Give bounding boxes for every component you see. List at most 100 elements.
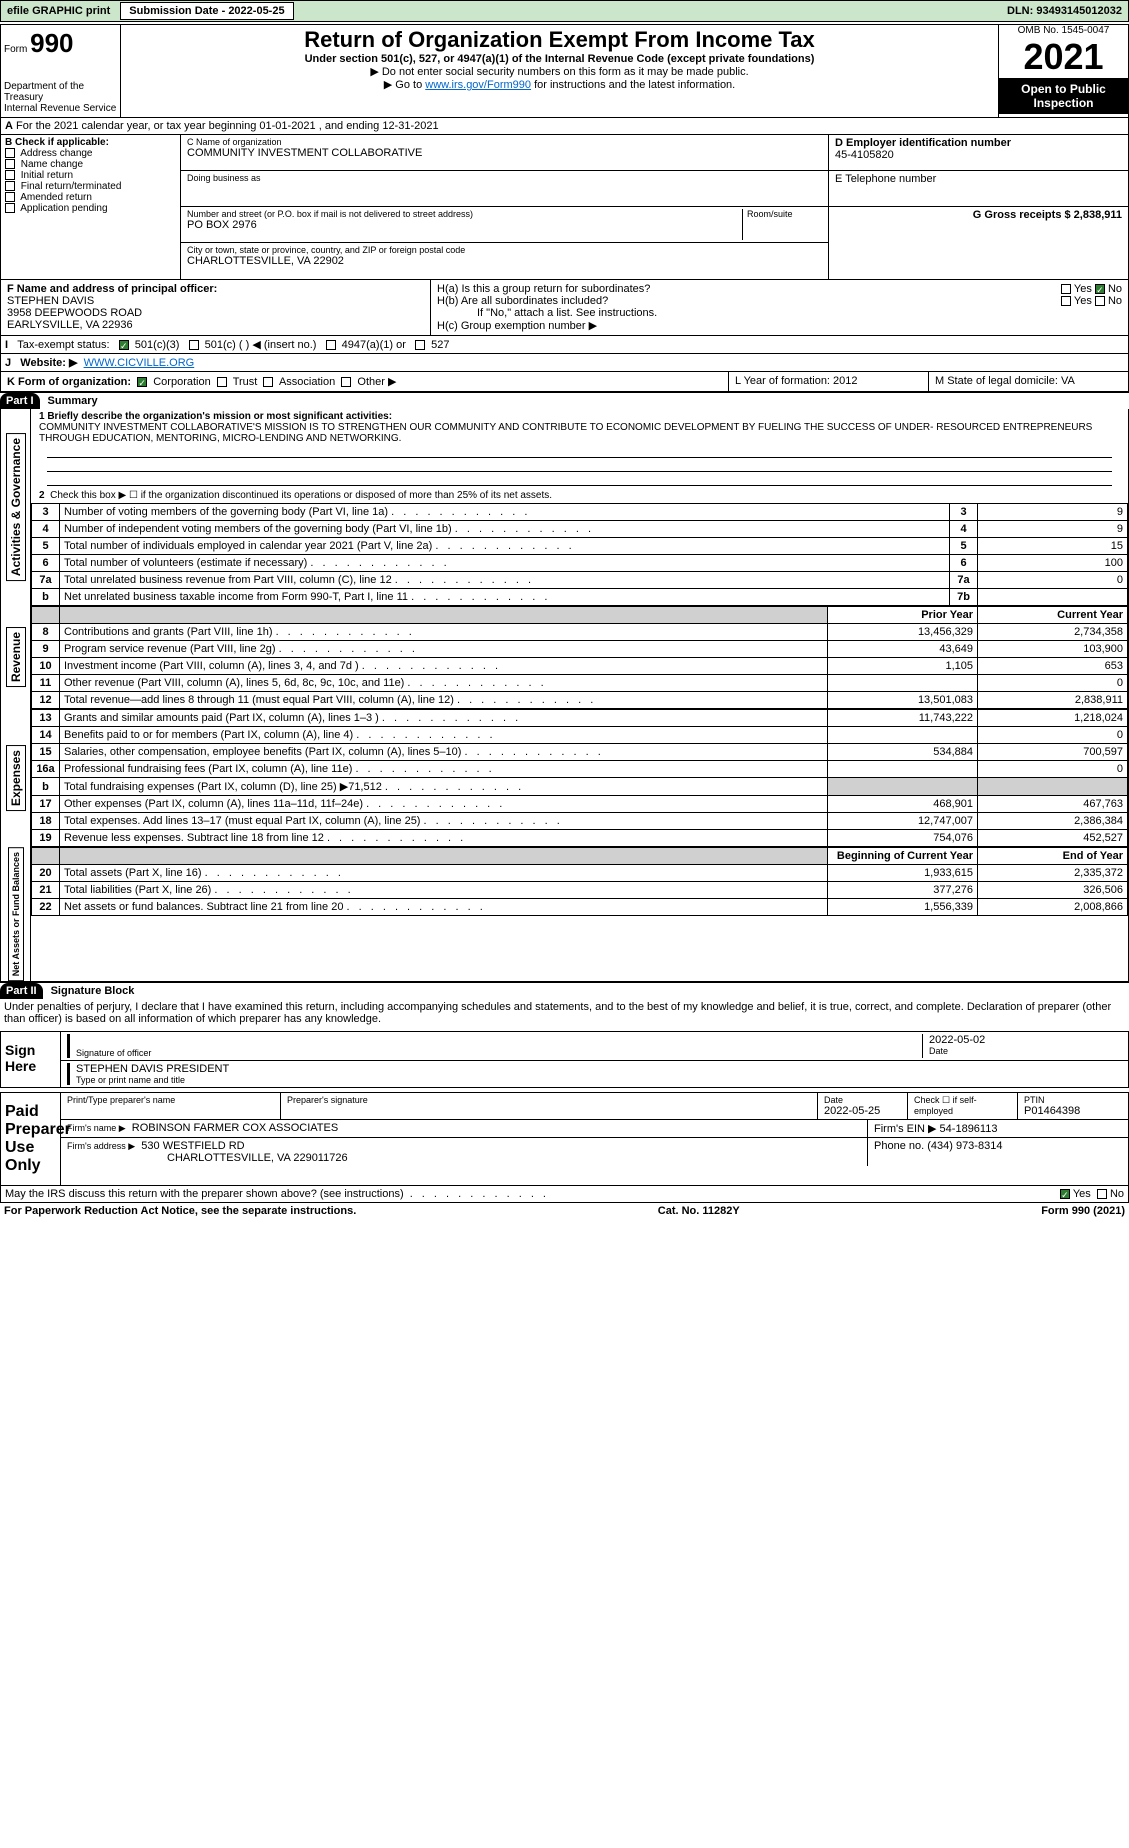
hb-yesno: Yes No	[1061, 295, 1122, 307]
discuss-yesno: ✓Yes No	[1060, 1188, 1124, 1200]
section-fh: F Name and address of principal officer:…	[0, 280, 1129, 336]
perjury-declaration: Under penalties of perjury, I declare th…	[0, 999, 1129, 1027]
table-row: 16aProfessional fundraising fees (Part I…	[32, 761, 1128, 778]
side-revenue: Revenue	[6, 627, 26, 687]
table-header: Beginning of Current YearEnd of Year	[32, 848, 1128, 865]
block-expenses: Expenses 13Grants and similar amounts pa…	[1, 709, 1128, 847]
form-title-block: Return of Organization Exempt From Incom…	[121, 25, 998, 117]
checkbox-final-return-terminated: Final return/terminated	[5, 181, 176, 192]
ssn-note: ▶ Do not enter social security numbers o…	[125, 65, 994, 78]
part2-label: Part II	[0, 983, 43, 999]
sign-here-label: Sign Here	[1, 1032, 61, 1087]
gross-receipts: G Gross receipts $ 2,838,911	[829, 207, 1128, 243]
ck-501c3: ✓	[119, 340, 129, 350]
table-row: 10Investment income (Part VIII, column (…	[32, 658, 1128, 675]
efile-topbar: efile GRAPHIC print Submission Date - 20…	[0, 0, 1129, 22]
form-subtitle: Under section 501(c), 527, or 4947(a)(1)…	[125, 53, 994, 65]
row-a: A For the 2021 calendar year, or tax yea…	[0, 118, 1129, 135]
firm-name: ROBINSON FARMER COX ASSOCIATES	[132, 1122, 338, 1134]
table-row: 11Other revenue (Part VIII, column (A), …	[32, 675, 1128, 692]
col-c: C Name of organization COMMUNITY INVESTM…	[181, 135, 828, 279]
officer-print-name: STEPHEN DAVIS PRESIDENT	[76, 1063, 1122, 1075]
mission-text: COMMUNITY INVESTMENT COLLABORATIVE'S MIS…	[39, 422, 1092, 444]
table-row: 6Total number of volunteers (estimate if…	[32, 555, 1128, 572]
row-j: J Website: ▶ WWW.CICVILLE.ORG	[0, 354, 1129, 372]
block-netassets: Net Assets or Fund Balances Beginning of…	[1, 847, 1128, 981]
org-name: COMMUNITY INVESTMENT COLLABORATIVE	[187, 147, 822, 159]
checkbox-amended-return: Amended return	[5, 192, 176, 203]
paid-preparer-block: Paid Preparer Use Only Print/Type prepar…	[0, 1092, 1129, 1186]
row-klm: K Form of organization: ✓ Corporation Tr…	[0, 372, 1129, 392]
submission-date: Submission Date - 2022-05-25	[120, 2, 293, 20]
table-row: 15Salaries, other compensation, employee…	[32, 744, 1128, 761]
form-prefix: Form	[4, 44, 27, 55]
ck-corp: ✓	[137, 377, 147, 387]
part2-title: Signature Block	[43, 985, 135, 997]
table-row: 19Revenue less expenses. Subtract line 1…	[32, 830, 1128, 847]
col-m: M State of legal domicile: VA	[928, 372, 1128, 391]
line2: 2 Check this box ▶ ☐ if the organization…	[31, 488, 1128, 503]
col-l: L Year of formation: 2012	[728, 372, 928, 391]
table-row: 5Total number of individuals employed in…	[32, 538, 1128, 555]
mission-block: 1 Briefly describe the organization's mi…	[31, 409, 1128, 488]
table-row: 18Total expenses. Add lines 13–17 (must …	[32, 813, 1128, 830]
side-netassets: Net Assets or Fund Balances	[8, 847, 24, 981]
side-expenses: Expenses	[6, 745, 26, 811]
form-number-block: Form 990 Department of the Treasury Inte…	[1, 25, 121, 117]
table-row: bNet unrelated business taxable income f…	[32, 589, 1128, 606]
form-header: Form 990 Department of the Treasury Inte…	[0, 24, 1129, 118]
revenue-table: Prior YearCurrent Year8Contributions and…	[31, 606, 1128, 709]
org-name-box: C Name of organization COMMUNITY INVESTM…	[181, 135, 828, 171]
table-row: 4Number of independent voting members of…	[32, 521, 1128, 538]
ein: 45-4105820	[835, 149, 1122, 161]
dln: DLN: 93493145012032	[1001, 5, 1128, 17]
officer-block: F Name and address of principal officer:…	[1, 280, 431, 335]
table-row: 9Program service revenue (Part VIII, lin…	[32, 641, 1128, 658]
website-link[interactable]: WWW.CICVILLE.ORG	[84, 357, 195, 369]
row-i: I Tax-exempt status: ✓ 501(c)(3) 501(c) …	[0, 336, 1129, 354]
checkbox-initial-return: Initial return	[5, 170, 176, 181]
table-row: bTotal fundraising expenses (Part IX, co…	[32, 778, 1128, 796]
firm-ein: Firm's EIN ▶ 54-1896113	[868, 1120, 1128, 1137]
checkbox-address-change: Address change	[5, 148, 176, 159]
expenses-table: 13Grants and similar amounts paid (Part …	[31, 709, 1128, 847]
sign-date: 2022-05-02	[929, 1034, 1122, 1046]
block-governance: Activities & Governance 1 Briefly descri…	[1, 409, 1128, 606]
table-row: 3Number of voting members of the governi…	[32, 504, 1128, 521]
cat-no: Cat. No. 11282Y	[658, 1205, 740, 1217]
irs-link[interactable]: www.irs.gov/Form990	[425, 79, 531, 91]
part2-header: Part II Signature Block	[0, 982, 1129, 999]
ha-yesno: Yes ✓No	[1061, 283, 1122, 295]
firm-phone: Phone no. (434) 973-8314	[868, 1138, 1128, 1166]
part1-label: Part I	[0, 393, 40, 409]
col-b: B Check if applicable: Address change Na…	[1, 135, 181, 279]
netassets-table: Beginning of Current YearEnd of Year20To…	[31, 847, 1128, 916]
sign-here-block: Sign Here Signature of officer 2022-05-0…	[0, 1031, 1129, 1088]
form-number: 990	[30, 28, 73, 58]
part1-header: Part I Summary	[0, 392, 1129, 409]
table-row: 8Contributions and grants (Part VIII, li…	[32, 624, 1128, 641]
dba-box: Doing business as	[181, 171, 828, 207]
room-suite: Room/suite	[742, 209, 822, 240]
goto-note: ▶ Go to www.irs.gov/Form990 for instruct…	[125, 78, 994, 91]
form-title: Return of Organization Exempt From Incom…	[125, 27, 994, 53]
efile-label: efile GRAPHIC print	[1, 5, 116, 17]
table-row: 21Total liabilities (Part X, line 26) 37…	[32, 882, 1128, 899]
street-box: Number and street (or P.O. box if mail i…	[181, 207, 828, 243]
block-revenue: Revenue Prior YearCurrent Year8Contribut…	[1, 606, 1128, 709]
table-row: 14Benefits paid to or for members (Part …	[32, 727, 1128, 744]
discuss-row: May the IRS discuss this return with the…	[0, 1186, 1129, 1203]
page-footer: For Paperwork Reduction Act Notice, see …	[0, 1203, 1129, 1219]
table-row: 12Total revenue—add lines 8 through 11 (…	[32, 692, 1128, 709]
part1-body: Activities & Governance 1 Briefly descri…	[0, 409, 1129, 982]
side-governance: Activities & Governance	[6, 433, 26, 581]
ein-box: D Employer identification number 45-4105…	[829, 135, 1128, 171]
open-inspection: Open to Public Inspection	[999, 78, 1128, 114]
phone-box: E Telephone number	[829, 171, 1128, 207]
section-bcdeg: B Check if applicable: Address change Na…	[0, 135, 1129, 280]
form-year-block: OMB No. 1545-0047 2021 Open to Public In…	[998, 25, 1128, 117]
checkbox-application-pending: Application pending	[5, 203, 176, 214]
omb-number: OMB No. 1545-0047	[999, 25, 1128, 36]
part1-title: Summary	[40, 395, 98, 407]
city-box: City or town, state or province, country…	[181, 243, 828, 279]
